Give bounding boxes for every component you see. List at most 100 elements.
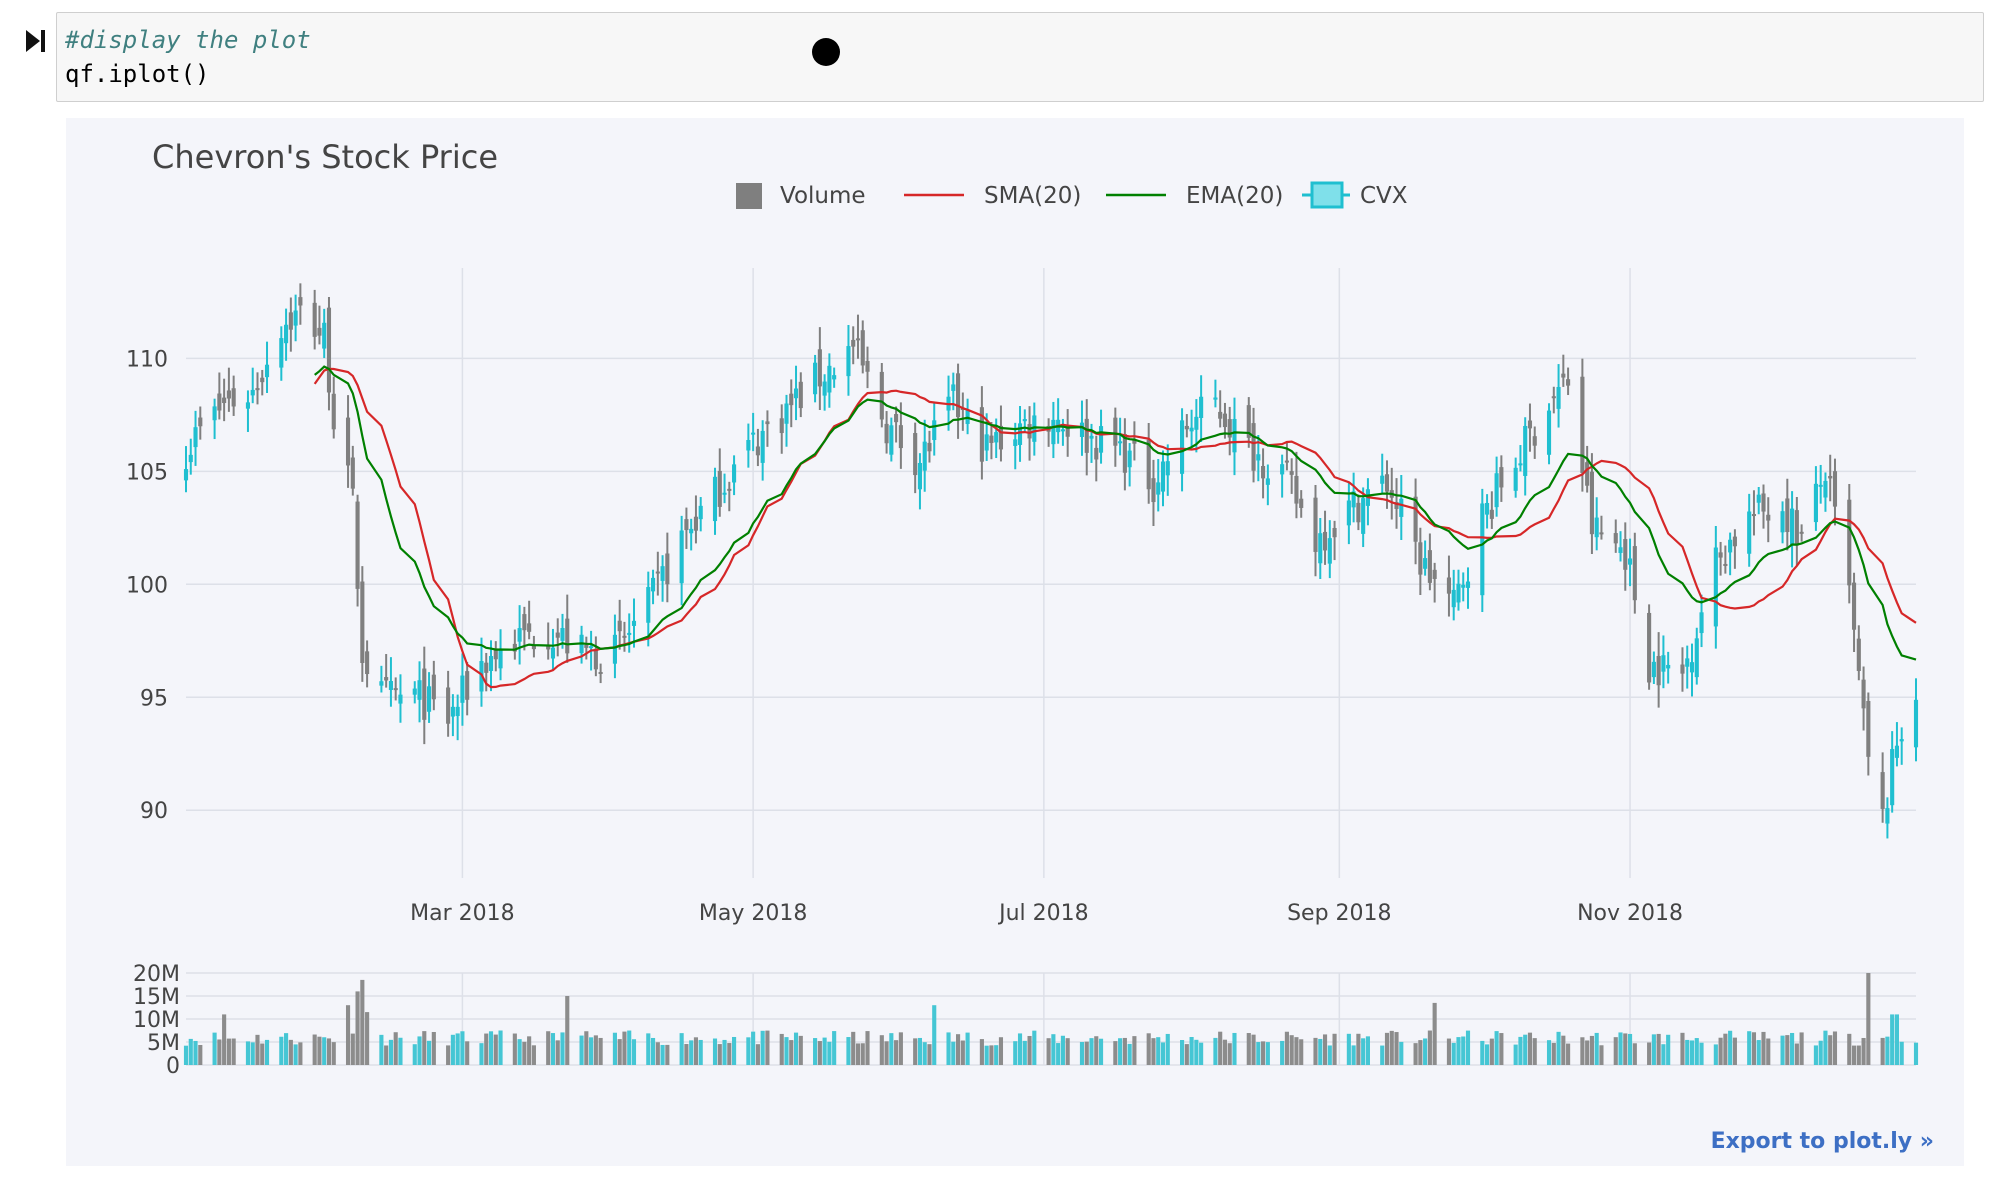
candle-body	[1194, 416, 1199, 430]
volume-bar	[884, 1041, 889, 1065]
candle-body	[598, 671, 603, 674]
volume-bar	[212, 1032, 217, 1065]
plot-container[interactable]: Chevron's Stock Price Volume SMA(20) EMA(20…	[66, 118, 1964, 1166]
volume-bar	[231, 1038, 236, 1065]
volume-bar	[598, 1037, 603, 1065]
candle-body	[279, 338, 284, 368]
legend-label-volume: Volume	[780, 183, 866, 209]
volume-bar	[517, 1039, 522, 1065]
candle-body	[751, 432, 756, 435]
code-editor[interactable]: #display the plot qf.iplot()	[65, 23, 311, 91]
volume-bar	[1613, 1037, 1618, 1065]
volume-bar	[1327, 1045, 1332, 1065]
volume-bar	[460, 1031, 465, 1065]
candle-body	[1561, 373, 1566, 378]
volume-bar	[1832, 1031, 1838, 1065]
volume-bar	[1361, 1038, 1366, 1065]
export-to-plotly-link[interactable]: Export to plot.ly »	[1710, 1129, 1934, 1154]
volume-bar	[1651, 1034, 1656, 1065]
volume-bar	[1351, 1045, 1356, 1065]
volume-bar	[298, 1042, 303, 1065]
candle-body	[1351, 491, 1356, 508]
volume-bar	[1356, 1033, 1361, 1065]
volume-bar	[1218, 1031, 1223, 1065]
candle-body	[1256, 454, 1261, 461]
volume-bar	[698, 1039, 703, 1065]
volume-bar	[222, 1014, 227, 1065]
candlestick-chart[interactable]: Chevron's Stock Price Volume SMA(20) EMA(20…	[66, 118, 1964, 1166]
candle-body	[617, 620, 622, 632]
x-tick-label: Sep 2018	[1287, 901, 1391, 926]
volume-bar	[484, 1033, 489, 1065]
candle-body	[879, 371, 884, 420]
candle-body	[1766, 514, 1771, 521]
volume-bar	[450, 1034, 455, 1065]
candle-body	[679, 530, 684, 584]
candle-body	[1647, 612, 1652, 683]
volume-bar	[1213, 1037, 1218, 1065]
volume-bar	[1423, 1038, 1428, 1065]
candle-body	[1651, 661, 1656, 678]
candle-body	[1027, 424, 1032, 439]
volume-bar	[1194, 1039, 1199, 1065]
volume-bar	[1332, 1033, 1337, 1065]
code-line: qf.iplot()	[65, 60, 210, 88]
volume-bar	[1751, 1032, 1757, 1065]
candle-body	[898, 425, 903, 449]
volume-bar	[317, 1036, 322, 1065]
volume-bar	[751, 1031, 756, 1065]
candle-body	[431, 674, 436, 700]
candle-body	[1322, 531, 1328, 551]
candle-body	[1246, 405, 1251, 438]
volume-bar	[1689, 1040, 1695, 1065]
volume-bar	[1856, 1045, 1861, 1065]
volume-bar	[589, 1037, 594, 1065]
candle-body	[1599, 532, 1604, 535]
volume-tick-label: 0	[166, 1054, 180, 1079]
code-cell[interactable]: #display the plot qf.iplot()	[56, 12, 1984, 102]
volume-tick-label: 15M	[133, 985, 180, 1010]
volume-bar	[1122, 1037, 1127, 1065]
code-comment: #display the plot	[65, 26, 311, 54]
volume-bar	[479, 1043, 484, 1065]
candle-body	[198, 417, 203, 427]
volume-bar	[1551, 1042, 1556, 1065]
volume-bar	[965, 1032, 970, 1065]
candle-body	[1146, 439, 1151, 490]
candle-body	[813, 362, 818, 395]
volume-bar	[398, 1037, 403, 1065]
volume-bar	[198, 1044, 203, 1065]
volume-bar	[617, 1039, 622, 1065]
volume-bar	[813, 1038, 818, 1065]
candle-body	[1017, 423, 1023, 445]
volume-bar	[1647, 1042, 1652, 1065]
candle-body	[1899, 739, 1904, 742]
volume-bar	[488, 1031, 494, 1065]
volume-bar	[679, 1033, 684, 1065]
run-cell-icon[interactable]	[24, 28, 48, 54]
candle-body	[951, 384, 956, 391]
candle-body	[1890, 749, 1895, 806]
volume-bar	[350, 1033, 355, 1065]
volume-bar	[1251, 1034, 1256, 1065]
candle-body	[1261, 466, 1266, 479]
volume-tick-label: 10M	[133, 1008, 180, 1033]
volume-bar	[288, 1039, 293, 1065]
volume-bar	[1184, 1044, 1189, 1065]
volume-bar	[1723, 1033, 1728, 1065]
volume-bar	[1747, 1031, 1752, 1065]
candle-body	[1913, 699, 1919, 748]
candle-body	[455, 706, 460, 717]
candle-body	[345, 417, 351, 466]
candle-body	[245, 402, 251, 409]
volume-bar	[894, 1040, 899, 1065]
volume-bar	[1890, 1014, 1895, 1065]
volume-bar	[1313, 1037, 1318, 1065]
candle-body	[1332, 527, 1337, 538]
candle-body	[488, 656, 494, 671]
candle-body	[1380, 475, 1385, 484]
candle-body	[531, 644, 536, 650]
volume-bar	[855, 1043, 861, 1065]
candle-body	[798, 381, 803, 409]
volume-bar	[1556, 1031, 1561, 1065]
